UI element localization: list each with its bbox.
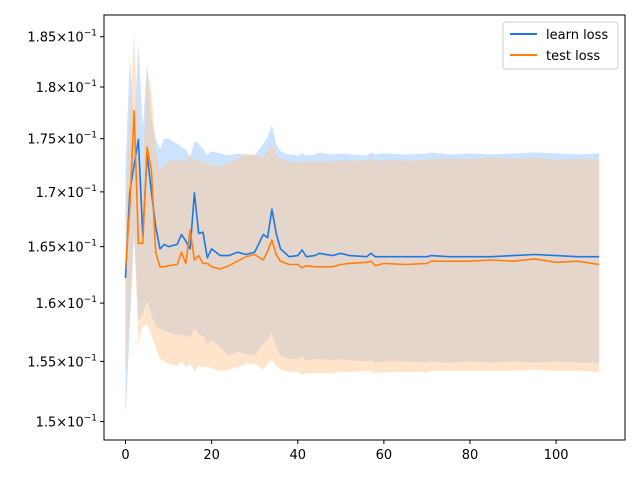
legend: learn loss test loss	[502, 21, 619, 70]
series-line-learn-loss	[124, 138, 600, 279]
x-tick-label: 80	[462, 448, 479, 463]
confidence-band-test	[125, 31, 600, 380]
y-tick-label: 1.55×10−1	[27, 353, 97, 370]
y-axis: 1.5×10−1 1.55×10−1 1.6×10−1 1.65×10−1 1.7×10…	[27, 29, 104, 431]
x-tick-label: 0	[121, 448, 129, 463]
y-tick-label: 1.85×10−1	[27, 29, 97, 46]
x-tick-label: 100	[544, 448, 569, 463]
x-tick-label: 40	[289, 448, 306, 463]
y-tick-label: 1.6×10−1	[36, 295, 97, 312]
legend-label-learn-loss: learn loss	[546, 28, 608, 43]
x-axis: 0 20 40 60 80 100	[121, 440, 569, 463]
series-lines	[124, 109, 600, 279]
legend-label-test-loss: test loss	[546, 49, 600, 64]
y-tick-label: 1.7×10−1	[36, 184, 97, 201]
y-tick-label: 1.75×10−1	[27, 131, 97, 148]
y-tick-label: 1.65×10−1	[27, 239, 97, 256]
confidence-bands	[125, 31, 600, 418]
y-tick-label: 1.8×10−1	[36, 79, 97, 96]
y-tick-label: 1.5×10−1	[36, 414, 97, 431]
x-tick-label: 20	[203, 448, 220, 463]
plot-area-frame	[103, 14, 626, 441]
series-line-test-loss	[124, 109, 600, 270]
x-tick-label: 60	[376, 448, 393, 463]
